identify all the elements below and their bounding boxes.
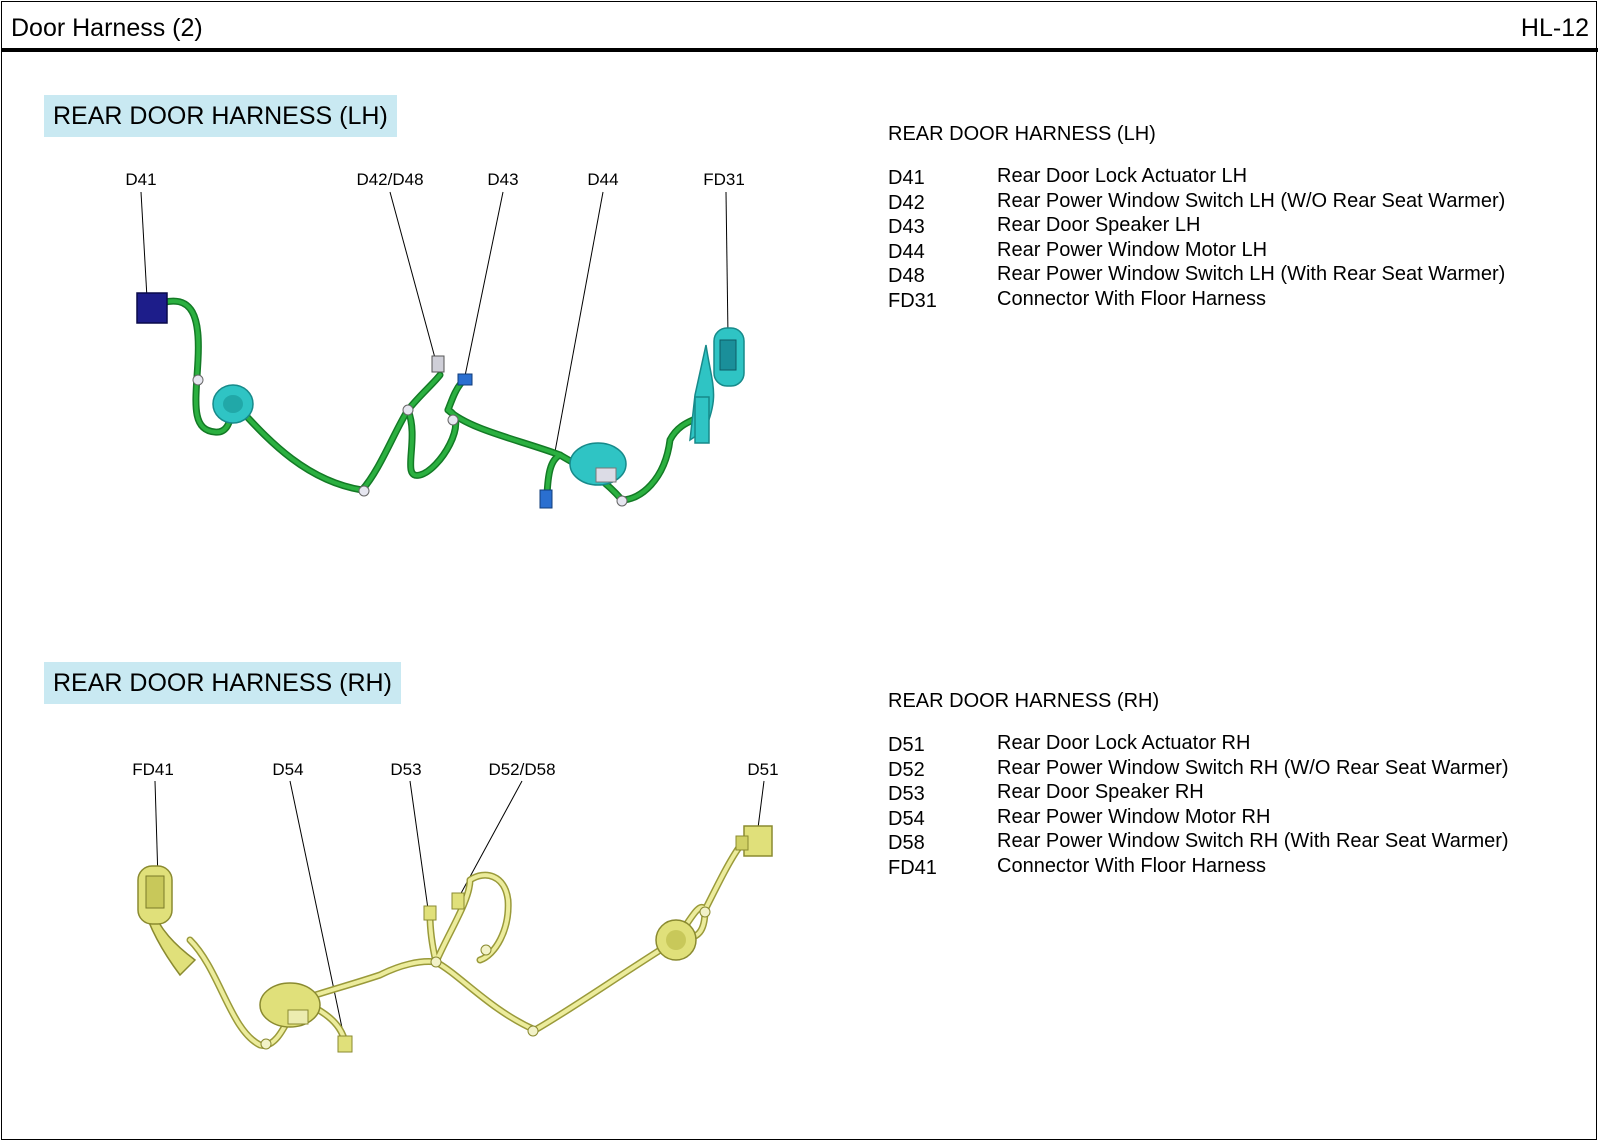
connector-d53 xyxy=(423,905,437,921)
leader-lines-lh xyxy=(140,191,729,496)
callout-d53: D53 xyxy=(390,760,422,779)
legend-desc: Rear Power Window Switch RH (With Rear S… xyxy=(997,830,1509,852)
connector-d44 xyxy=(539,489,553,509)
legend-desc: Rear Power Window Motor RH xyxy=(997,805,1271,828)
legend-row: FD41 Connector With Floor Harness xyxy=(888,854,1509,879)
connector-d54 xyxy=(337,1035,353,1053)
section-title-lh: REAR DOOR HARNESS (LH) xyxy=(44,95,397,137)
legend-desc: Rear Door Lock Actuator LH xyxy=(997,165,1248,187)
legend-row: D54 Rear Power Window Motor RH xyxy=(888,805,1509,830)
harness-lh-drawing xyxy=(136,191,745,509)
callout-d41: D41 xyxy=(125,170,157,189)
legend-code: D58 xyxy=(888,832,925,854)
clip xyxy=(192,374,204,386)
legend-row: D48 Rear Power Window Switch LH (With Re… xyxy=(888,262,1505,287)
legend-rh: REAR DOOR HARNESS (RH) D51 Rear Door Loc… xyxy=(888,690,1509,879)
connector-d41 xyxy=(136,292,168,324)
grommet-rh-rear xyxy=(655,919,697,961)
grommet-lh-front xyxy=(212,384,254,424)
page-code: HL-12 xyxy=(1520,14,1589,42)
legend-code: FD31 xyxy=(888,289,937,312)
callout-d51: D51 xyxy=(747,760,779,779)
legend-code: D42 xyxy=(888,191,925,214)
connector-rh-inline xyxy=(287,1009,309,1025)
clip xyxy=(699,906,711,918)
legend-row: D43 Rear Door Speaker LH xyxy=(888,213,1505,238)
clips-lh xyxy=(192,374,628,507)
clip xyxy=(260,1038,272,1050)
legend-code: D44 xyxy=(888,240,925,263)
legend-desc: Rear Door Lock Actuator RH xyxy=(997,732,1251,754)
leader-line-d51 xyxy=(757,780,765,829)
legend-title-rh: REAR DOOR HARNESS (RH) xyxy=(888,690,1160,712)
legend-code: D43 xyxy=(888,216,925,238)
leader-line-fd41 xyxy=(154,780,159,881)
legend-desc: Rear Power Window Motor LH xyxy=(997,238,1268,261)
legend-code: D51 xyxy=(888,734,925,756)
connector-lh-inline xyxy=(595,467,617,483)
legend-row: D58 Rear Power Window Switch RH (With Re… xyxy=(888,829,1509,854)
connector-fd31 xyxy=(689,327,745,444)
connector-d51 xyxy=(735,825,773,857)
legend-code: D54 xyxy=(888,807,925,830)
legend-code: D41 xyxy=(888,167,925,189)
legend-desc: Connector With Floor Harness xyxy=(997,854,1266,877)
legend-code: D52 xyxy=(888,758,925,781)
callout-fd41: FD41 xyxy=(132,760,174,779)
clip xyxy=(616,495,628,507)
clip xyxy=(358,485,370,497)
clip xyxy=(402,404,414,416)
leader-line-d44 xyxy=(546,191,604,496)
legend-desc: Rear Door Speaker LH xyxy=(997,214,1201,236)
callout-d44: D44 xyxy=(587,170,619,189)
legend-desc: Rear Power Window Switch RH (W/O Rear Se… xyxy=(997,756,1509,779)
leader-line-d42-d48 xyxy=(389,191,436,359)
clip xyxy=(480,944,492,956)
page-header: Door Harness (2) HL-12 xyxy=(2,2,1598,52)
legend-row: D53 Rear Door Speaker RH xyxy=(888,780,1509,805)
legend-desc: Connector With Floor Harness xyxy=(997,287,1266,310)
callout-d42-d48: D42/D48 xyxy=(356,170,424,189)
callout-d43: D43 xyxy=(487,170,519,189)
page-title: Door Harness (2) xyxy=(11,14,203,42)
clip xyxy=(447,414,459,426)
clip xyxy=(430,956,442,968)
legend-row: D51 Rear Door Lock Actuator RH xyxy=(888,731,1509,756)
legend-row: D44 Rear Power Window Motor LH xyxy=(888,238,1505,263)
legend-row: FD31 Connector With Floor Harness xyxy=(888,287,1505,312)
leader-line-d53 xyxy=(409,780,429,910)
connector-d43 xyxy=(457,373,473,386)
grommet-rh-front xyxy=(259,982,321,1028)
leader-line-fd31 xyxy=(725,191,729,337)
harness-rh-drawing xyxy=(137,780,773,1053)
legend-row: D52 Rear Power Window Switch RH (W/O Rea… xyxy=(888,756,1509,781)
legend-code: FD41 xyxy=(888,856,937,879)
legend-code: D48 xyxy=(888,265,925,287)
leader-line-d41 xyxy=(140,191,148,299)
clips-rh xyxy=(260,906,711,1050)
leader-line-d54 xyxy=(289,780,346,1043)
leader-line-d43 xyxy=(464,191,504,377)
legend-row: D41 Rear Door Lock Actuator LH xyxy=(888,164,1505,189)
callout-d52-d58: D52/D58 xyxy=(488,760,556,779)
connector-fd41 xyxy=(137,865,197,977)
clip xyxy=(527,1025,539,1037)
legend-code: D53 xyxy=(888,783,925,805)
connector-d42-d48 xyxy=(431,355,445,373)
legend-desc: Rear Door Speaker RH xyxy=(997,781,1204,803)
callout-d54: D54 xyxy=(272,760,304,779)
legend-lh: REAR DOOR HARNESS (LH) D41 Rear Door Loc… xyxy=(888,123,1505,312)
section-title-rh: REAR DOOR HARNESS (RH) xyxy=(44,662,401,704)
legend-row: D42 Rear Power Window Switch LH (W/O Rea… xyxy=(888,189,1505,214)
grommet-lh-rear xyxy=(569,442,627,486)
callout-fd31: FD31 xyxy=(703,170,745,189)
connector-d52-d58 xyxy=(451,892,465,910)
legend-desc: Rear Power Window Switch LH (With Rear S… xyxy=(997,263,1506,285)
legend-title-lh: REAR DOOR HARNESS (LH) xyxy=(888,123,1156,145)
legend-desc: Rear Power Window Switch LH (W/O Rear Se… xyxy=(997,189,1506,212)
